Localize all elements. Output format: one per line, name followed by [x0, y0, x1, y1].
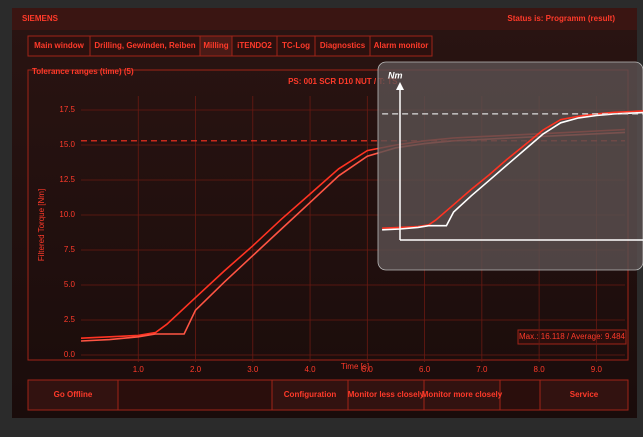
tab-label[interactable]: Diagnostics — [320, 41, 366, 50]
y-tick-label: 17.5 — [59, 105, 75, 114]
tab-label[interactable]: TC-Log — [282, 41, 310, 50]
x-tick-label: 2.0 — [190, 365, 202, 374]
x-tick-label: 8.0 — [534, 365, 546, 374]
screen: SIEMENS Status is: Programm (result) Mai… — [0, 0, 643, 437]
tab-label[interactable]: iTENDO2 — [237, 41, 272, 50]
inset-panel — [378, 62, 643, 270]
tab-label[interactable]: Milling — [203, 41, 228, 50]
annotation: Max.: 16.118 / Average: 9.484 — [519, 332, 626, 341]
y-tick-label: 15.0 — [59, 140, 75, 149]
inset-label: Nm — [388, 70, 403, 80]
y-tick-label: 0.0 — [64, 350, 76, 359]
brand: SIEMENS — [22, 14, 59, 23]
tab-label[interactable]: Alarm monitor — [374, 41, 429, 50]
y-tick-label: 7.5 — [64, 245, 76, 254]
status: Status is: Programm (result) — [507, 14, 615, 23]
y-tick-label: 12.5 — [59, 175, 75, 184]
y-tick-label: 5.0 — [64, 280, 76, 289]
button-label[interactable]: Monitor less closely — [348, 390, 425, 399]
x-tick-label: 4.0 — [304, 365, 316, 374]
x-tick-label: 9.0 — [591, 365, 603, 374]
x-tick-label: 7.0 — [476, 365, 488, 374]
x-tick-label: 3.0 — [247, 365, 259, 374]
tab-label[interactable]: Main window — [34, 41, 85, 50]
button-label[interactable]: Service — [570, 390, 599, 399]
button-label[interactable]: Configuration — [284, 390, 337, 399]
x-tick-label: 6.0 — [419, 365, 431, 374]
button-label[interactable]: Monitor more closely — [422, 390, 503, 399]
y-tick-label: 10.0 — [59, 210, 75, 219]
button-label[interactable]: Go Offline — [54, 390, 93, 399]
x-tick-label: 1.0 — [133, 365, 145, 374]
y-axis-label: Filtered Torque [Nm] — [37, 189, 46, 261]
tab-label[interactable]: Drilling, Gewinden, Reiben — [94, 41, 195, 50]
y-tick-label: 2.5 — [64, 315, 76, 324]
x-tick-label: 5.0 — [362, 365, 374, 374]
tolerance-label: Tolerance ranges (time) (5) — [32, 67, 134, 76]
